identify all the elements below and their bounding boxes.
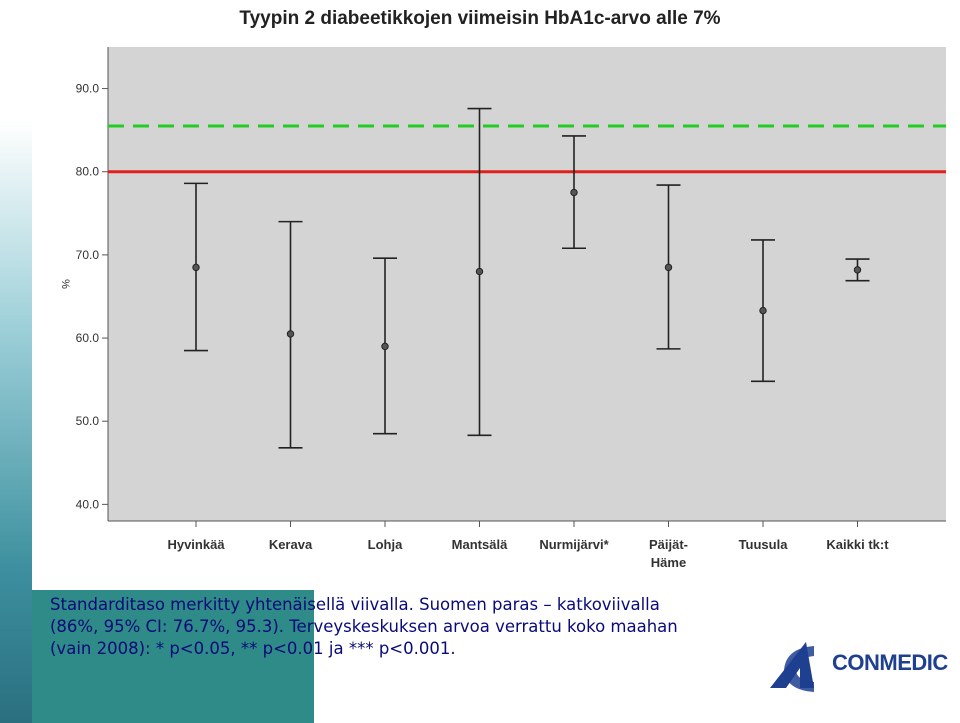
y-axis-label: % bbox=[59, 279, 71, 289]
y-tick-label: 70.0 bbox=[76, 248, 100, 262]
x-tick-label: Kaikki tk:t bbox=[826, 537, 889, 552]
chart-title: Tyypin 2 diabeetikkojen viimeisin HbA1c-… bbox=[239, 8, 721, 29]
footnote: Standarditaso merkitty yhtenäisellä viiv… bbox=[50, 595, 678, 658]
y-tick-label: 40.0 bbox=[76, 497, 100, 511]
mean-point bbox=[192, 263, 200, 272]
logo-mark-icon bbox=[770, 642, 814, 692]
x-tick-label: Nurmijärvi* bbox=[539, 537, 609, 552]
mean-point bbox=[853, 266, 862, 274]
chart: 40.0 50.0 60.0 70.0 80.0 90.0 Hyvinkää Kerava L… bbox=[59, 47, 946, 570]
mean-point bbox=[759, 306, 767, 315]
mean-point bbox=[664, 263, 673, 272]
y-tick-label: 90.0 bbox=[76, 82, 100, 96]
x-tick-label: Mantsälä bbox=[452, 537, 508, 552]
y-tick-label: 50.0 bbox=[76, 414, 100, 428]
y-tick-label: 60.0 bbox=[76, 331, 100, 345]
mean-point bbox=[475, 267, 484, 276]
mean-point bbox=[570, 188, 578, 197]
mean-point bbox=[286, 330, 295, 338]
plot-area bbox=[108, 47, 946, 521]
x-tick-label: Hyvinkää bbox=[167, 537, 225, 552]
x-tick-label: Päijät-Häme bbox=[649, 537, 688, 570]
x-tick-label: Lohja bbox=[368, 537, 403, 552]
logo-text: CONMEDIC bbox=[832, 650, 948, 675]
conmedic-logo: CONMEDIC bbox=[766, 636, 956, 696]
x-tick-label: Tuusula bbox=[739, 537, 789, 552]
decorative-green-block bbox=[32, 590, 314, 723]
y-tick-label: 80.0 bbox=[76, 165, 100, 179]
x-tick-label: Kerava bbox=[269, 537, 313, 552]
mean-point bbox=[381, 342, 389, 351]
decorative-side-gradient bbox=[0, 120, 32, 723]
